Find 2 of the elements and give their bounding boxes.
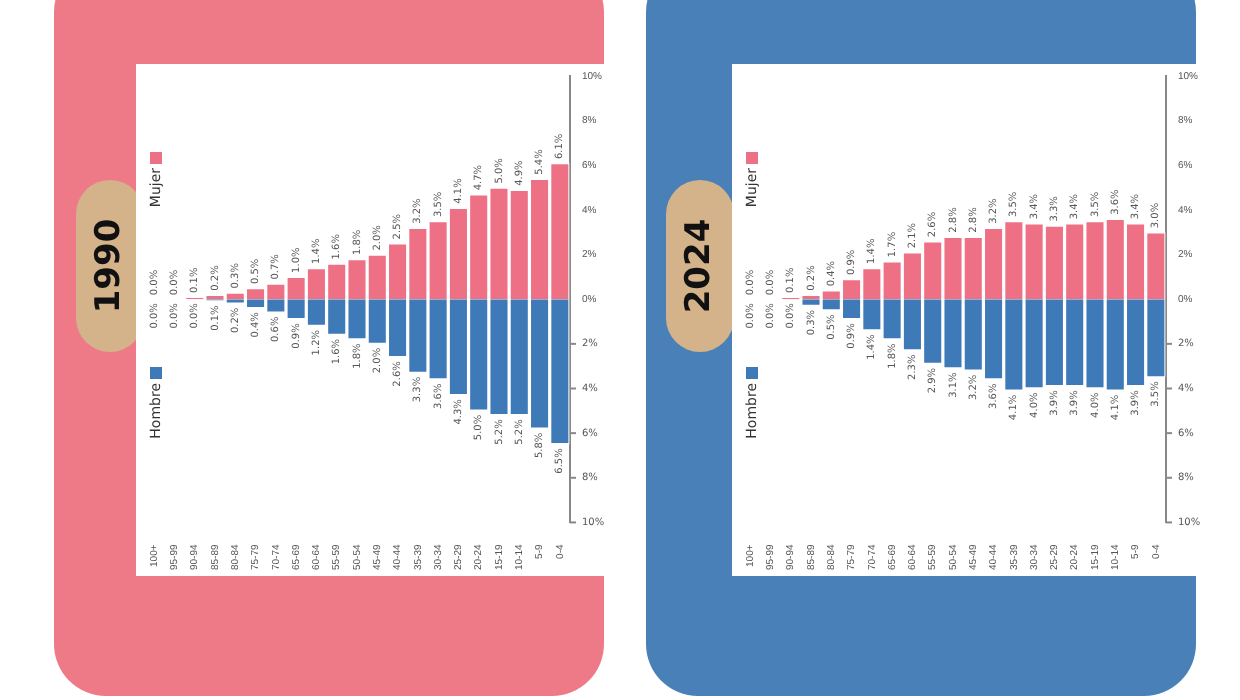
text: 1990 xyxy=(90,218,131,314)
text: 2024 xyxy=(680,218,721,314)
